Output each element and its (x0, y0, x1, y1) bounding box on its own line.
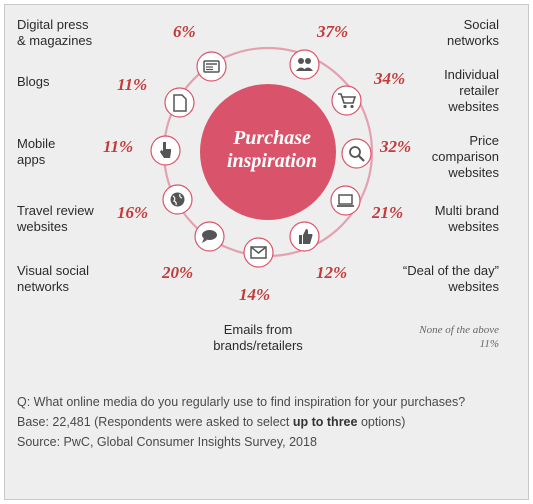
label-mobile-apps: Mobile apps (17, 136, 56, 167)
value-deal-of-day: 12% (316, 263, 348, 282)
value-blogs: 11% (117, 75, 148, 94)
base-text: Base: 22,481 (Respondents were asked to … (17, 413, 517, 431)
label-blogs: Blogs (17, 74, 50, 89)
label-social-networks: Social networks (446, 17, 499, 48)
magnifier-icon (341, 138, 372, 169)
infographic-card: Purchase inspiration (4, 4, 529, 500)
envelope-icon (243, 237, 274, 268)
value-multi-brand: 21% (372, 203, 404, 222)
label-multi-brand: Multi brand websites (434, 203, 499, 234)
value-visual-social: 20% (162, 263, 194, 282)
source-text: Source: PwC, Global Consumer Insights Su… (17, 435, 317, 449)
newspaper-icon (196, 51, 227, 82)
base-prefix: Base: 22,481 (Respondents were asked to … (17, 415, 293, 429)
label-price-comparison: Price comparison websites (431, 133, 499, 180)
globe-icon (162, 184, 193, 215)
hand-pointer-icon (150, 135, 181, 166)
value-mobile-apps: 11% (103, 137, 134, 156)
thumbs-up-icon (289, 221, 320, 252)
none-of-above-label: None of the above (419, 324, 499, 336)
value-emails: 14% (239, 285, 271, 304)
value-individual-retailer: 34% (374, 69, 406, 88)
document-icon (164, 87, 195, 118)
base-suffix: options) (357, 415, 406, 429)
center-title: Purchase inspiration (226, 127, 318, 172)
label-individual-retailer: Individual retailer websites (444, 67, 499, 114)
shopping-cart-icon (331, 85, 362, 116)
label-deal-of-day: “Deal of the day” websites (402, 263, 499, 294)
none-of-above-value: 11% (479, 338, 499, 350)
value-price-comparison: 32% (380, 137, 412, 156)
value-social-networks: 37% (317, 22, 349, 41)
label-digital-press: Digital press & magazines (17, 17, 93, 48)
question-text: Q: What online media do you regularly us… (17, 395, 466, 409)
value-digital-press: 6% (173, 22, 196, 41)
speech-bubble-icon (194, 221, 225, 252)
value-travel-review: 16% (117, 203, 149, 222)
center-circle (200, 84, 336, 220)
label-visual-social: Visual social networks (17, 263, 90, 294)
label-travel-review: Travel review websites (17, 203, 94, 234)
none-of-above: None of the above 11% (385, 323, 499, 351)
base-bold: up to three (292, 415, 358, 429)
laptop-icon (330, 185, 361, 216)
people-icon (289, 49, 320, 80)
label-emails: Emails from brands/retailers (213, 322, 303, 353)
